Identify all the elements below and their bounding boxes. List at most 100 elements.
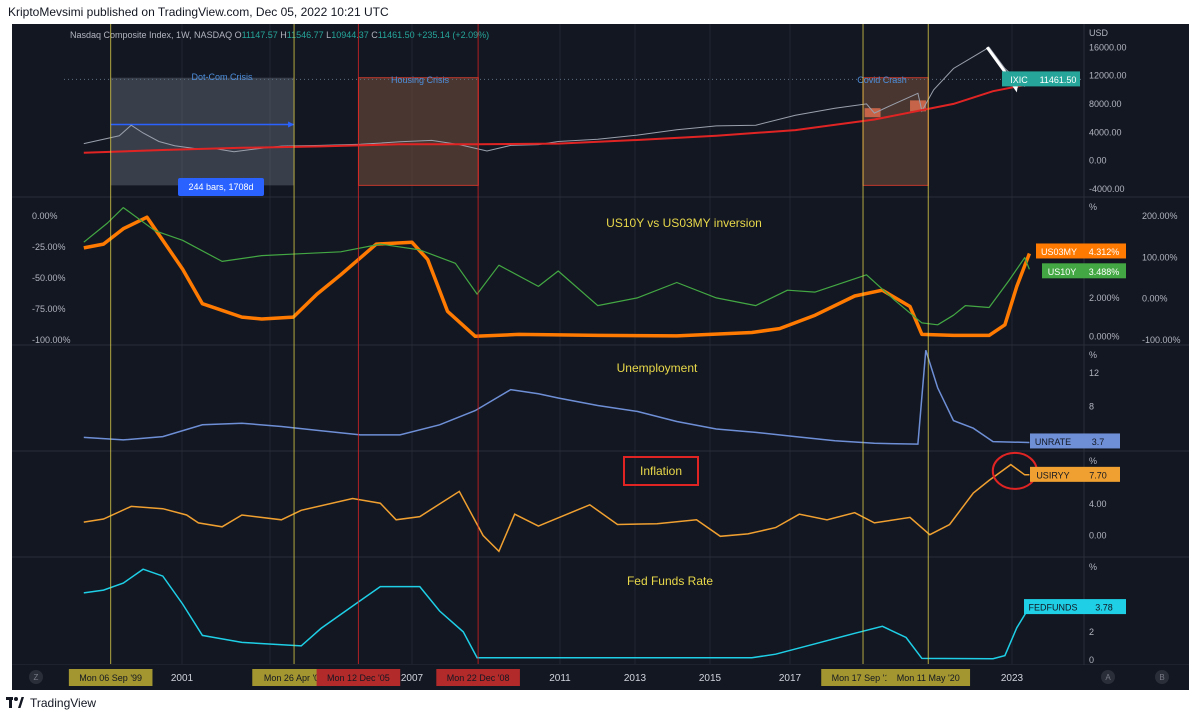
yields-left-tick: 0.00% [32,211,58,221]
unemployment-title: Unemployment [617,361,698,375]
price-tag-us03my[interactable]: US03MY 4.312% [1036,243,1126,259]
price-tag-unrate-value-box [1076,433,1120,449]
price-tag-us10y[interactable]: US10Y 3.488% [1042,263,1126,279]
nasdaq-header: Nasdaq Composite Index, 1W, NASDAQ O1114… [70,30,489,40]
header-part: L [324,30,332,40]
price-tag-us03my-value-box [1082,243,1126,259]
fedfunds-tick: 0 [1089,655,1094,665]
event-label: Mon 22 Dec '08 [447,673,510,683]
inflation-unit: % [1089,456,1097,466]
nasdaq-tick: 16000.00 [1089,42,1127,52]
price-tag-usiryy-value-box [1076,466,1120,482]
yields-right-tick: 0.00% [1142,294,1168,304]
nasdaq-tick: 4000.00 [1089,127,1122,137]
fedfunds-title: Fed Funds Rate [627,574,713,588]
event-label: Mon 11 May '20 [897,673,960,683]
header-part: Nasdaq Composite Index, 1W, NASDAQ [70,30,232,40]
yields-title: US10Y vs US03MY inversion [606,216,762,230]
price-tag-fedfunds-symbol: FEDFUNDS [1029,603,1078,613]
yields-right-tick: 200.00% [1142,211,1178,221]
header-part: C [369,30,379,40]
yields-left-tick: -25.00% [32,242,66,252]
fedfunds-tick: 2 [1089,627,1094,637]
price-tag-us10y-symbol-box [1042,263,1082,279]
nasdaq-tick: 8000.00 [1089,99,1122,109]
inflation-title: Inflation [640,464,682,478]
series-fedfunds [83,568,1031,660]
series-usiryy [83,463,1030,553]
covid-marker-2 [910,100,927,112]
price-tag-ixic-symbol-box [1002,71,1036,87]
price-tag-unrate-value: 3.7 [1092,437,1105,447]
publisher-line: KriptoMevsimi published on TradingView.c… [8,5,389,19]
time-axis-tick: 2015 [699,673,722,684]
event-label-box [886,669,971,686]
price-tag-us03my-symbol: US03MY [1041,247,1077,257]
yields-right-tick: -100.00% [1142,335,1181,345]
yields-mid-tick: 2.000% [1089,293,1120,303]
header-part: 11461.50 [378,30,415,40]
header-part: 11546.77 [287,30,324,40]
inflation-tick: 4.00 [1089,499,1107,509]
price-tag-usiryy-symbol: USIRYY [1036,470,1069,480]
time-axis [12,665,1189,690]
yields-left-tick: -50.00% [32,273,66,283]
series-us10y [83,207,1030,326]
measure-arrowhead [288,121,295,128]
price-tag-ixic-symbol: IXIC [1010,75,1028,85]
series-us03my [83,215,1032,339]
price-tag-ixic-value: 11461.50 [1040,75,1077,85]
annotation-housing: Housing Crisis [391,75,450,85]
corner-button-z[interactable] [29,670,43,684]
yields-mid-tick: 0.000% [1089,331,1120,341]
yields-unit: % [1089,202,1097,212]
event-label: Mon 06 Sep '99 [79,673,142,683]
price-tag-fedfunds-value-box [1082,599,1126,615]
price-tag-us03my-symbol-box [1036,243,1082,259]
corner-button-b[interactable] [1155,670,1169,684]
event-label-box [821,669,905,686]
chart-background [12,24,1189,690]
yields-left-tick: -100.00% [32,335,71,345]
inflation-title-box [623,456,699,486]
time-axis-tick: 2017 [779,673,802,684]
event-label: Mon 26 Apr '04 [264,673,324,683]
price-tag-us10y-value: 3.488% [1089,267,1120,277]
price-tag-usiryy-symbol-box [1030,466,1076,482]
event-label-box [316,669,401,686]
event-label: Mon 17 Sep '18 [832,673,895,683]
housing-zone [358,77,479,186]
price-tag-usiryy-value: 7.70 [1089,470,1107,480]
tradingview-brand: TradingView [30,696,97,710]
event-label: Mon 12 Dec '05 [327,673,390,683]
price-tag-usiryy[interactable]: USIRYY 7.70 [1030,466,1120,482]
measure-label-box [178,178,264,196]
corner-button-label: B [1159,673,1164,682]
yields-left-tick: -75.00% [32,304,66,314]
price-tag-unrate-symbol-box [1030,433,1076,449]
nasdaq-tick: 12000.00 [1089,71,1127,81]
price-tag-unrate[interactable]: UNRATE 3.7 [1030,433,1120,449]
price-tag-ixic[interactable]: IXIC 11461.50 [1002,71,1080,87]
fedfunds-unit: % [1089,562,1097,572]
unemployment-tick: 8 [1089,401,1094,411]
price-tag-us10y-symbol: US10Y [1048,267,1077,277]
inflation-tick: 0.00 [1089,531,1107,541]
corner-button-label: Z [34,673,39,682]
time-axis-tick: 2011 [549,673,571,684]
corner-button-a[interactable] [1101,670,1115,684]
chart-canvas[interactable]: 244 bars, 1708d Nasdaq Composite Index, 1… [12,24,1189,690]
time-axis-tick: 2001 [171,673,194,684]
chart-area[interactable]: 244 bars, 1708d Nasdaq Composite Index, 1… [12,24,1189,690]
event-label-box [68,669,153,686]
price-tag-fedfunds[interactable]: FEDFUNDS 3.78 [1024,599,1126,615]
publisher-bar: KriptoMevsimi published on TradingView.c… [0,0,1200,24]
series-unrate [83,349,1030,445]
header-part: 11147.57 [242,30,278,40]
yields-right-tick: 100.00% [1142,252,1178,262]
covid-marker-1 [864,108,881,118]
nasdaq-tick: -4000.00 [1089,184,1125,194]
price-tag-ixic-value-box [1036,71,1080,87]
unemployment-tick: 12 [1089,368,1099,378]
annotation-dotcom: Dot-Com Crisis [191,72,253,82]
